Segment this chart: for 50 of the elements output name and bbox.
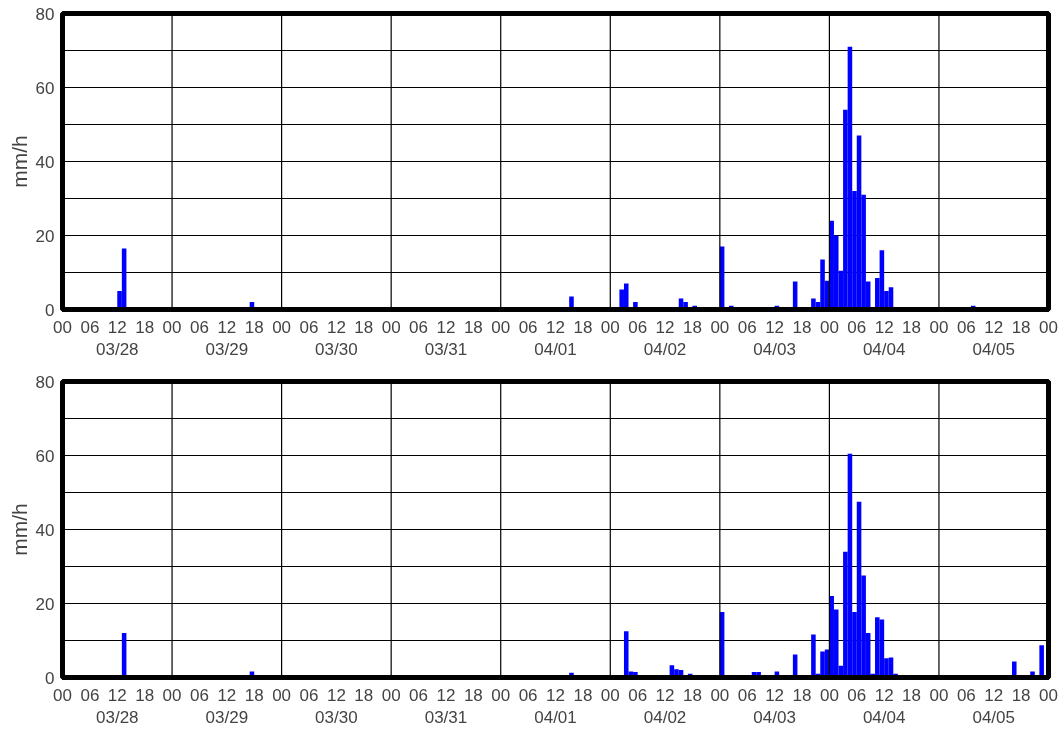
- x-tick-label: 00: [819, 685, 839, 705]
- x-tick-label: 00: [929, 685, 949, 705]
- x-tick-label: 00: [710, 317, 730, 337]
- y-tick-label: 0: [45, 668, 55, 688]
- x-tick-label: 00: [162, 685, 182, 705]
- x-tick-label: 00: [710, 685, 730, 705]
- x-tick-label: 00: [600, 685, 620, 705]
- x-tick-label: 18: [573, 317, 593, 337]
- x-tick-label: 18: [135, 317, 155, 337]
- x-tick-label: 18: [902, 685, 922, 705]
- x-tick-label: 00: [381, 685, 401, 705]
- y-tick-label: 20: [35, 594, 55, 614]
- x-tick-label: 18: [1011, 317, 1031, 337]
- x-tick-label: 00: [491, 685, 511, 705]
- x-tick-label: 00: [1039, 317, 1058, 337]
- x-tick-label: 00: [1039, 685, 1058, 705]
- x-tick-label: 00: [272, 685, 292, 705]
- y-axis-title: mm/h: [7, 135, 31, 188]
- y-tick-label: 60: [35, 78, 55, 98]
- x-tick-label: 00: [162, 317, 182, 337]
- x-tick-label: 18: [463, 317, 483, 337]
- x-tick-label: 18: [1011, 685, 1031, 705]
- x-tick-label: 00: [53, 317, 72, 337]
- y-axis-title: mm/h: [7, 503, 31, 556]
- x-tick-label: 00: [53, 685, 72, 705]
- x-tick-label: 00: [819, 317, 839, 337]
- x-tick-label: 18: [463, 685, 483, 705]
- x-tick-label: 18: [792, 317, 812, 337]
- y-tick-label: 40: [35, 520, 55, 540]
- x-tick-label: 18: [792, 685, 812, 705]
- x-tick-label: 18: [682, 685, 702, 705]
- x-tick-label: 00: [491, 317, 511, 337]
- x-tick-label: 18: [244, 317, 264, 337]
- x-tick-label: 00: [600, 317, 620, 337]
- y-tick-label: 40: [35, 152, 55, 172]
- y-tick-label: 20: [35, 226, 55, 246]
- x-tick-label: 18: [573, 685, 593, 705]
- x-tick-label: 18: [902, 317, 922, 337]
- x-tick-label: 18: [354, 685, 374, 705]
- x-tick-label: 00: [381, 317, 401, 337]
- y-tick-label: 80: [35, 372, 55, 392]
- x-tick-label: 18: [354, 317, 374, 337]
- y-tick-label: 60: [35, 446, 55, 466]
- x-tick-label: 18: [682, 317, 702, 337]
- x-tick-label: 00: [929, 317, 949, 337]
- x-tick-label: 18: [135, 685, 155, 705]
- y-tick-label: 80: [35, 4, 55, 24]
- x-tick-label: 18: [244, 685, 264, 705]
- x-tick-label: 00: [272, 317, 292, 337]
- y-tick-label: 0: [45, 300, 55, 320]
